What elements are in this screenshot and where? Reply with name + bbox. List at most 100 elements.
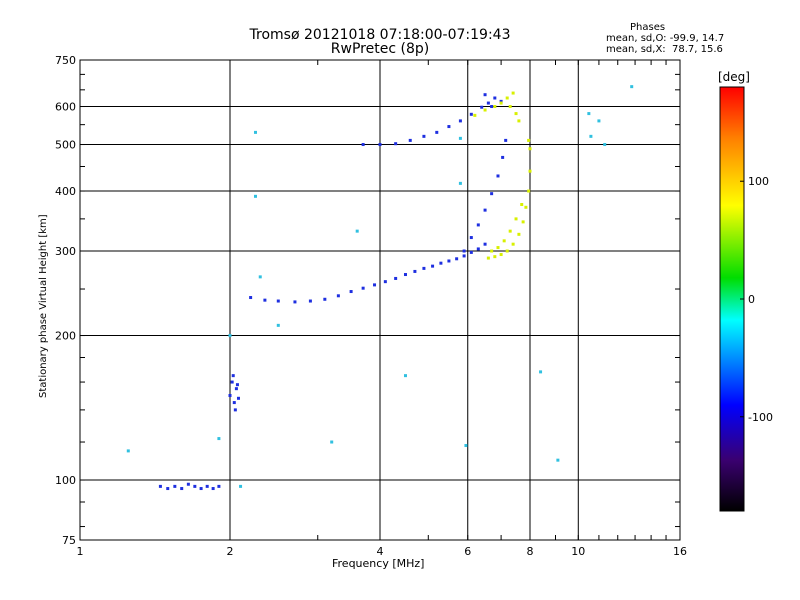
axis-ticks: 1 2 4 6 8 10 16 75 100 200 300 400 500 600 750 (55, 54, 687, 558)
data-point (323, 297, 327, 301)
data-point (233, 408, 237, 412)
data-point (483, 108, 487, 112)
data-points (126, 85, 634, 491)
data-point (232, 401, 236, 405)
y-tick-label: 300 (55, 245, 76, 258)
data-point (486, 256, 490, 260)
data-point (217, 484, 221, 488)
grid (80, 60, 680, 540)
data-point (501, 155, 505, 159)
data-point (493, 96, 497, 100)
data-point (231, 374, 235, 378)
y-tick-label: 400 (55, 185, 76, 198)
data-point (490, 192, 494, 196)
colorbar-label: [deg] (718, 70, 750, 84)
x-tick-label: 2 (227, 545, 234, 558)
data-point (378, 143, 382, 147)
data-point (630, 85, 634, 89)
data-point (527, 189, 531, 193)
data-point (239, 484, 243, 488)
data-point (528, 147, 532, 151)
data-point (422, 266, 426, 270)
data-point (355, 229, 359, 233)
colorbar-tick-label: -100 (748, 411, 773, 424)
y-tick-label: 500 (55, 139, 76, 152)
x-tick-label: 6 (464, 545, 471, 558)
data-point (508, 229, 512, 233)
data-point (173, 484, 177, 488)
data-point (505, 96, 509, 100)
data-point (521, 220, 525, 224)
data-point (431, 264, 435, 268)
data-point (508, 105, 512, 109)
data-point (490, 105, 494, 109)
data-point (230, 380, 234, 384)
stats-heading: Phases (630, 22, 666, 33)
data-point (458, 119, 462, 123)
data-point (435, 130, 439, 134)
chart-subtitle: RwPretec (8p) (330, 41, 430, 57)
data-point (408, 138, 412, 142)
data-point (499, 101, 503, 105)
data-point (126, 449, 130, 453)
colorbar-tick-label: 0 (748, 293, 755, 306)
chart-title: Tromsø 20121018 07:18:00-07:19:43 (249, 27, 511, 43)
data-point (483, 208, 487, 212)
data-point (199, 487, 203, 491)
data-point (422, 134, 426, 138)
y-tick-label: 100 (55, 474, 76, 487)
data-point (499, 99, 503, 103)
data-point (228, 334, 232, 338)
data-point (383, 280, 387, 284)
colorbar-ticks: 100 0 -100 (740, 175, 773, 424)
y-tick-label: 750 (55, 54, 76, 67)
data-point (589, 134, 593, 138)
data-point (469, 250, 473, 254)
data-point (511, 91, 515, 95)
data-point (293, 300, 297, 304)
data-point (253, 194, 257, 198)
data-point (483, 93, 487, 97)
x-tick-label: 1 (77, 545, 84, 558)
data-point (480, 105, 484, 109)
data-point (473, 113, 477, 117)
data-point (211, 487, 215, 491)
data-point (234, 387, 238, 391)
data-point (597, 119, 601, 123)
data-point (276, 323, 280, 327)
data-point (587, 112, 591, 116)
data-point (236, 396, 240, 400)
data-point (520, 202, 524, 206)
data-point (403, 374, 407, 378)
data-point (193, 484, 197, 488)
data-point (527, 138, 531, 142)
data-point (349, 290, 353, 294)
data-point (504, 138, 508, 142)
data-point (158, 484, 162, 488)
x-axis-label: Frequency [MHz] (332, 557, 425, 570)
data-point (228, 394, 232, 398)
data-point (524, 205, 528, 209)
data-point (528, 169, 532, 173)
data-point (476, 223, 480, 227)
data-point (511, 242, 515, 246)
data-point (462, 254, 466, 258)
data-point (205, 484, 209, 488)
data-point (505, 249, 509, 253)
data-point (517, 232, 521, 236)
data-point (394, 276, 398, 280)
data-point (166, 487, 170, 491)
data-point (476, 247, 480, 251)
data-point (556, 458, 560, 462)
x-tick-label: 8 (527, 545, 534, 558)
data-point (186, 482, 190, 486)
data-point (499, 253, 503, 257)
data-point (330, 440, 334, 444)
data-point (235, 383, 239, 387)
data-point (514, 217, 518, 221)
data-point (447, 259, 451, 263)
data-point (439, 261, 443, 265)
data-point (180, 487, 184, 491)
stats-line-x: mean, sd,X: 78.7, 15.6 (606, 44, 723, 55)
